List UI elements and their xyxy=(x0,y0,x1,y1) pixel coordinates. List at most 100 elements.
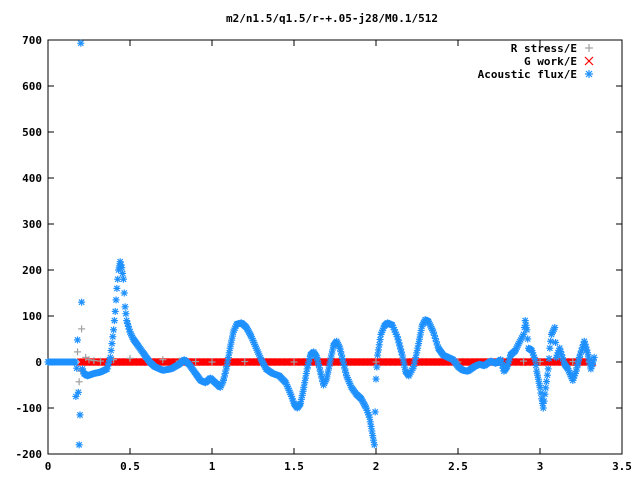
data-point xyxy=(90,357,98,365)
plot-border xyxy=(47,39,623,455)
data-point xyxy=(372,375,380,383)
data-point xyxy=(369,432,377,440)
y-tick-label: 0 xyxy=(35,356,42,369)
x-axis: 0 0.5 1 1.5 2 2.5 3 3.5 xyxy=(45,40,632,473)
plot-area xyxy=(47,39,623,455)
series-acoustic-flux-e xyxy=(72,39,598,449)
data-point xyxy=(76,411,84,419)
data-point xyxy=(547,337,555,345)
x-tick-label: 1.5 xyxy=(284,460,304,473)
data-point xyxy=(75,378,83,386)
y-tick-label: 400 xyxy=(22,172,42,185)
y-tick-label: 600 xyxy=(22,80,42,93)
data-point xyxy=(520,357,528,365)
data-point xyxy=(552,338,560,346)
data-point xyxy=(222,366,230,374)
data-point xyxy=(588,360,596,368)
data-point xyxy=(534,375,542,383)
x-tick-label: 0.5 xyxy=(120,460,140,473)
chart-title: m2/n1.5/q1.5/r-+.05-j28/M0.1/512 xyxy=(226,12,438,25)
data-point xyxy=(111,307,119,315)
data-point xyxy=(337,348,345,356)
data-point xyxy=(545,355,553,363)
data-point xyxy=(410,363,418,371)
data-point xyxy=(223,363,231,371)
x-tick-label: 1 xyxy=(209,460,216,473)
data-point xyxy=(521,317,529,325)
data-point xyxy=(110,326,118,334)
data-point xyxy=(540,397,548,405)
data-point xyxy=(73,364,81,372)
data-point xyxy=(374,346,382,354)
data-point xyxy=(78,325,86,333)
data-point xyxy=(74,388,82,396)
data-point xyxy=(118,264,126,272)
data-point xyxy=(372,358,380,366)
data-point xyxy=(546,344,554,352)
data-point xyxy=(159,356,167,364)
data-point xyxy=(226,344,234,352)
data-point xyxy=(523,326,531,334)
legend-marker xyxy=(585,70,593,78)
series-acoustic-flux-baseline xyxy=(44,358,80,366)
data-point xyxy=(367,422,375,430)
data-point xyxy=(108,340,116,348)
y-tick-label: 100 xyxy=(22,310,42,323)
data-point xyxy=(370,441,378,449)
legend-label: G work/E xyxy=(524,55,577,68)
data-point xyxy=(542,384,550,392)
data-point xyxy=(365,413,373,421)
data-point xyxy=(107,347,115,354)
legend-marker xyxy=(585,44,593,52)
data-point xyxy=(74,348,82,356)
data-point xyxy=(326,358,334,366)
data-point xyxy=(413,349,421,357)
data-point xyxy=(543,371,551,379)
data-point xyxy=(74,336,82,344)
data-point xyxy=(532,361,540,369)
data-point xyxy=(541,390,549,398)
data-point xyxy=(85,356,93,364)
data-point xyxy=(398,351,406,359)
data-point xyxy=(224,353,232,361)
data-point xyxy=(411,358,419,366)
data-point xyxy=(366,418,374,426)
data-point xyxy=(120,289,128,297)
y-tick-label: 200 xyxy=(22,264,42,277)
x-tick-label: 2 xyxy=(373,460,380,473)
data-point xyxy=(368,427,376,435)
legend-label: R stress/E xyxy=(511,42,577,55)
data-point xyxy=(323,374,331,382)
y-tick-label: 500 xyxy=(22,126,42,139)
data-point xyxy=(300,383,308,391)
data-point xyxy=(301,374,309,382)
data-point xyxy=(224,358,232,366)
data-point xyxy=(208,358,216,366)
legend-marker xyxy=(584,56,594,66)
data-point xyxy=(558,351,566,359)
data-point xyxy=(371,408,379,416)
y-axis: -200 -100 0 100 200 300 400 500 600 700 xyxy=(16,34,622,461)
data-point xyxy=(375,341,383,349)
data-point xyxy=(522,321,530,329)
y-tick-label: 700 xyxy=(22,34,42,47)
data-point xyxy=(119,269,127,277)
x-tick-label: 3.5 xyxy=(612,460,632,473)
data-point xyxy=(106,353,114,361)
y-tick-label: -100 xyxy=(16,402,43,415)
data-point xyxy=(119,275,127,283)
data-point xyxy=(370,436,378,444)
data-point xyxy=(112,296,120,304)
data-point xyxy=(544,365,552,373)
data-point xyxy=(551,324,559,331)
legend-label: Acoustic flux/E xyxy=(478,68,577,81)
data-point xyxy=(302,370,310,377)
data-point xyxy=(543,378,551,386)
x-tick-label: 2.5 xyxy=(448,460,468,473)
data-point xyxy=(539,404,547,412)
data-point xyxy=(376,336,384,344)
data-point xyxy=(524,335,532,343)
y-tick-label: 300 xyxy=(22,218,42,231)
